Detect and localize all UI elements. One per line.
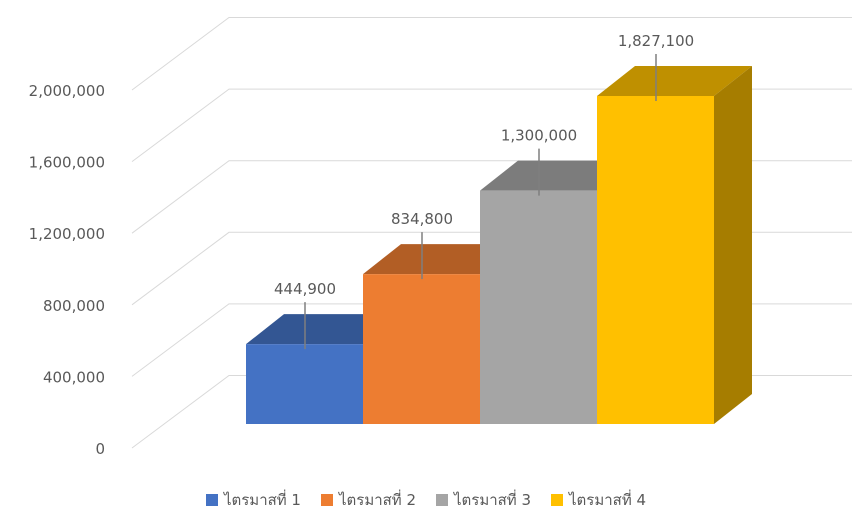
y-axis: 0 400,000 800,000 1,200,000 1,600,000 2,000,0… xyxy=(29,82,105,458)
legend-swatch xyxy=(551,494,564,506)
bar-top xyxy=(597,66,752,96)
legend-swatch xyxy=(205,494,218,506)
legend-item: ไตรมาสที่ 1 xyxy=(205,488,301,512)
y-tick-label: 1,600,000 xyxy=(29,154,105,172)
data-label: 444,900 xyxy=(274,280,336,298)
bar xyxy=(480,190,597,424)
bar-top xyxy=(363,244,518,275)
bar xyxy=(246,344,363,424)
y-tick-label: 0 xyxy=(95,440,105,458)
legend-swatch xyxy=(436,494,448,506)
legend-label: ไตรมาสที่ 2 xyxy=(338,491,416,509)
legend-item: ไตรมาสที่ 2 xyxy=(320,488,416,512)
legend-item: ไตรมาสที่ 4 xyxy=(551,488,646,512)
y-tick-label: 2,000,000 xyxy=(29,82,105,100)
bar xyxy=(363,274,480,424)
gridline xyxy=(131,17,852,91)
bar-side xyxy=(714,66,752,424)
bar-top xyxy=(246,314,401,345)
legend: ไตรมาสที่ 1 ไตรมาสที่ 2 ไตรมาสที่ 3 ไตรมาสท… xyxy=(0,488,852,512)
y-tick-label: 1,200,000 xyxy=(29,225,105,243)
legend-label: ไตรมาสที่ 4 xyxy=(569,491,647,509)
data-label: 1,827,100 xyxy=(618,32,694,50)
legend-swatch xyxy=(320,494,333,506)
legend-item: ไตรมาสที่ 3 xyxy=(436,488,531,512)
y-tick-label: 800,000 xyxy=(43,297,105,315)
bars xyxy=(246,66,752,424)
data-label: 1,300,000 xyxy=(501,127,577,145)
data-label: 834,800 xyxy=(391,210,453,228)
legend-label: ไตรมาสที่ 3 xyxy=(454,491,532,509)
data-labels: 444,900 834,800 1,300,000 1,827,100 xyxy=(274,32,694,350)
bar xyxy=(597,96,714,424)
legend-label: ไตรมาสที่ 1 xyxy=(223,491,301,509)
bar-top xyxy=(480,160,635,191)
y-tick-label: 400,000 xyxy=(43,368,105,386)
